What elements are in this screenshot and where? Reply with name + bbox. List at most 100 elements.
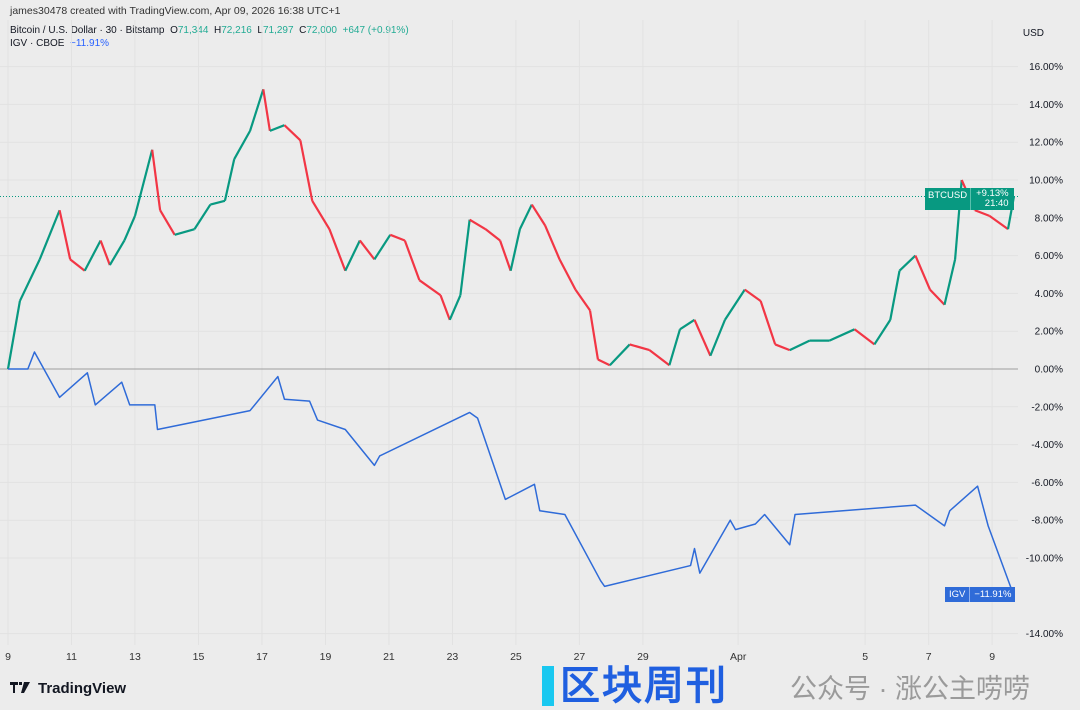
btc-candle-segment — [588, 310, 600, 360]
btc-candle-segment — [123, 215, 136, 241]
btc-candle-segment — [828, 328, 856, 342]
btc-tag-value: +9.13% — [976, 188, 1009, 199]
btc-candle-segment — [459, 219, 471, 296]
btc-candle-segment — [159, 209, 176, 236]
igv-symbol-name: IGV · CBOE — [10, 38, 65, 49]
btc-candle-segment — [789, 339, 811, 352]
igv-change: −11.91% — [70, 38, 110, 49]
btc-tag-countdown: 21:40 — [984, 198, 1009, 209]
change-value: +647 (+0.91%) — [342, 25, 409, 36]
btc-candle-segment — [283, 124, 302, 142]
btc-candle-segment — [233, 130, 252, 160]
btc-candle-segment — [418, 279, 442, 297]
x-tick-label: 25 — [510, 651, 522, 663]
x-tick-label: 19 — [320, 651, 332, 663]
btc-candle-segment — [873, 319, 892, 346]
btc-candle-segment — [108, 239, 126, 266]
btc-candle-segment — [597, 358, 611, 367]
btc-candle-segment — [744, 288, 762, 302]
x-tick-label: 9 — [989, 651, 995, 663]
btc-candle-segment — [249, 88, 265, 132]
high-label: H — [214, 25, 222, 36]
low-label: L — [257, 25, 263, 36]
y-tick-label: 12.00% — [1029, 138, 1063, 149]
btc-candle-segment — [69, 258, 86, 272]
x-tick-label: 5 — [862, 651, 868, 663]
btc-tag-symbol: BTCUSD — [925, 188, 972, 210]
btc-candle-segment — [943, 259, 957, 305]
btc-candle-segment — [889, 270, 901, 321]
x-tick-label: 23 — [447, 651, 459, 663]
btc-candle-segment — [484, 228, 501, 242]
btc-candle-segment — [389, 233, 406, 242]
btc-candle-segment — [518, 204, 533, 230]
close-value: 72,000 — [306, 25, 337, 36]
btc-candle-segment — [311, 200, 331, 230]
btc-candle-segment — [193, 203, 212, 230]
btc-candle-segment — [668, 328, 682, 366]
watermark-subtitle: 公众号 · 涨公主唠唠 — [790, 674, 1030, 704]
x-tick-label: 13 — [129, 651, 141, 663]
tradingview-logo[interactable]: TradingView — [10, 680, 126, 697]
x-tick-label: 29 — [637, 651, 649, 663]
btc-candle-segment — [174, 228, 195, 236]
btc-candle-segment — [223, 158, 236, 202]
btc-candle-segment — [18, 258, 41, 302]
btc-candle-segment — [151, 149, 162, 211]
watermark-logo-icon — [542, 666, 554, 706]
btc-candle-segment — [469, 218, 487, 231]
btc-candle-segment — [609, 343, 631, 366]
btc-candle-segment — [38, 209, 61, 260]
currency-label[interactable]: USD — [1022, 28, 1044, 39]
igv-tag-value: −11.91% — [974, 589, 1012, 600]
btc-candle-segment — [853, 328, 876, 346]
high-value: 72,216 — [221, 25, 252, 36]
btc-candle-segment — [509, 228, 521, 271]
x-tick-label: 7 — [926, 651, 932, 663]
btc-candle-segment — [373, 234, 392, 260]
chart-credit: james30478 created with TradingView.com,… — [10, 5, 341, 17]
btc-candle-segment — [499, 240, 512, 272]
tradingview-logo-icon — [10, 681, 30, 693]
btc-candle-segment — [6, 300, 21, 370]
igv-tag-symbol: IGV — [945, 587, 971, 602]
chart-legend: Bitcoin / U.S. Dollar · 30 · Bitstamp O7… — [10, 24, 409, 50]
tradingview-logo-text: TradingView — [38, 680, 127, 697]
legend-igv[interactable]: IGV · CBOE −11.91% — [10, 37, 409, 50]
btc-candle-segment — [210, 199, 226, 206]
open-value: 71,344 — [177, 25, 209, 36]
y-tick-label: 4.00% — [1035, 289, 1063, 300]
x-tick-label: 15 — [193, 651, 205, 663]
y-tick-label: -6.00% — [1031, 478, 1063, 489]
open-label: O — [170, 25, 178, 36]
btc-candle-segment — [974, 209, 990, 217]
y-tick-label: 0.00% — [1035, 365, 1063, 376]
y-tick-label: 8.00% — [1035, 213, 1063, 224]
watermark-title: 区块周刊 — [560, 664, 728, 708]
btc-symbol-name: Bitcoin / U.S. Dollar · 30 · Bitstamp — [10, 25, 165, 36]
x-tick-label: 17 — [256, 651, 268, 663]
btc-candle-segment — [724, 289, 746, 321]
btc-candle-segment — [759, 300, 777, 345]
btc-candle-segment — [448, 294, 462, 321]
legend-btc[interactable]: Bitcoin / U.S. Dollar · 30 · Bitstamp O7… — [10, 24, 409, 37]
btc-candle-segment — [558, 258, 577, 291]
btc-candle-segment — [574, 288, 591, 312]
btc-candle-segment — [648, 349, 671, 367]
y-tick-label: -14.00% — [1026, 629, 1063, 640]
btc-candle-segment — [929, 288, 946, 306]
btc-candle-segment — [328, 228, 347, 272]
btc-candle-segment — [358, 239, 376, 261]
btc-candle-segment — [544, 224, 561, 260]
btc-candle-segment — [133, 149, 154, 217]
y-tick-label: -2.00% — [1031, 402, 1063, 413]
btc-candle-segment — [299, 140, 314, 202]
x-tick-label: 11 — [66, 651, 77, 663]
igv-price-tag: IGV −11.91% — [945, 587, 1016, 602]
low-value: 71,297 — [262, 25, 294, 36]
y-tick-label: 2.00% — [1035, 327, 1063, 338]
btc-price-tag: BTCUSD +9.13% 21:40 — [925, 188, 1014, 210]
btc-candle-segment — [530, 203, 546, 226]
btc-candle-segment — [439, 294, 451, 321]
